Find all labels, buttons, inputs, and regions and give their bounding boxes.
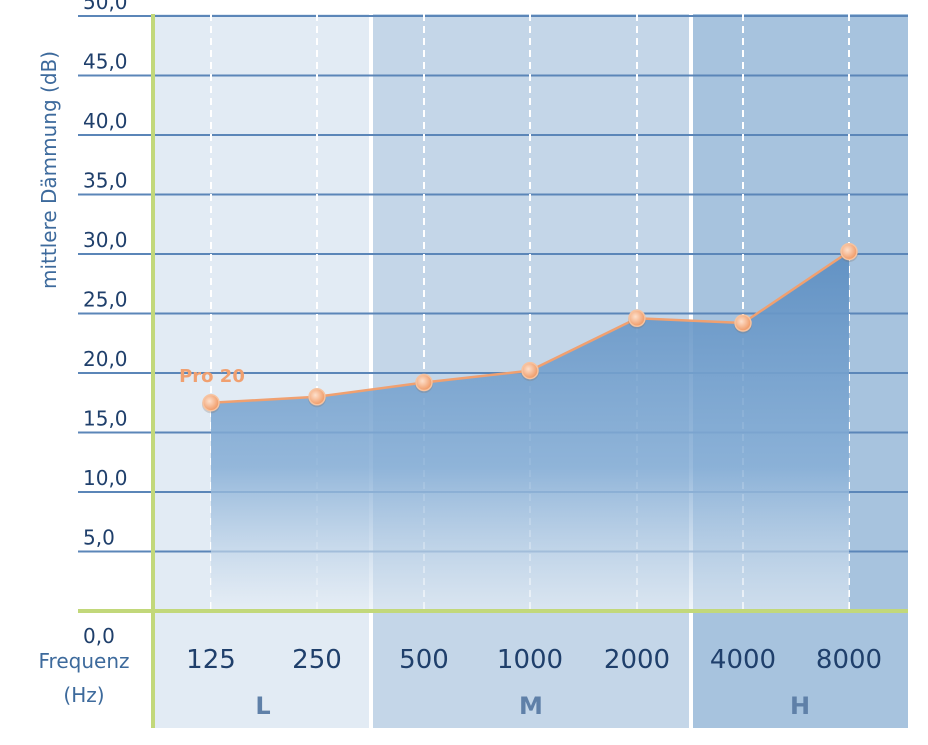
- y-tick-label: 30,0: [83, 228, 128, 252]
- x-tick-label: 4000: [710, 645, 776, 675]
- x-tick-label: 125: [186, 645, 236, 675]
- y-tick-label: 40,0: [83, 109, 128, 133]
- data-point-4000: [734, 314, 752, 332]
- y-tick-label: 45,0: [83, 50, 128, 74]
- x-axis-title-line2: (Hz): [63, 683, 104, 707]
- x-tick-label: 500: [399, 645, 449, 675]
- x-tick-label: 1000: [497, 645, 563, 675]
- series-name-label: Pro 20: [179, 366, 245, 387]
- x-tick-label: 2000: [604, 645, 670, 675]
- series-area: [211, 251, 849, 611]
- y-tick-label: 25,0: [83, 288, 128, 312]
- y-tick-label: 15,0: [83, 407, 128, 431]
- data-point-1000: [521, 361, 539, 380]
- y-tick-label: 5,0: [83, 526, 115, 550]
- series-line: [202, 242, 858, 414]
- y-axis-title: mittlere Dämmung (dB): [37, 51, 61, 289]
- band-label-L: L: [255, 692, 270, 720]
- y-tick-labels: 0,0 5,0 10,0 15,0 20,0 25,0 30,0 35,0 40,0 45,0 50…: [83, 0, 128, 648]
- x-tick-label: 8000: [816, 645, 882, 675]
- x-tick-labels: 125 250 500 1000 2000 4000 8000: [186, 645, 882, 675]
- series-name-group: Pro 20: [179, 366, 245, 387]
- y-tick-label: 0,0: [83, 624, 115, 648]
- area-fill: [211, 251, 849, 611]
- y-tick-label: 20,0: [83, 347, 128, 371]
- data-point-8000: [840, 242, 858, 261]
- y-tick-label: 10,0: [83, 466, 128, 490]
- band-label-H: H: [790, 692, 810, 720]
- x-axis-title-line1: Frequenz: [39, 649, 130, 673]
- y-tick-label: 35,0: [83, 169, 128, 193]
- y-tick-label: 50,0: [83, 0, 128, 14]
- data-point-2000: [628, 309, 646, 328]
- x-tick-label: 250: [292, 645, 342, 675]
- data-point-125: [202, 394, 220, 412]
- data-point-500: [415, 373, 433, 392]
- axes: [78, 14, 908, 728]
- band-label-M: M: [519, 692, 543, 720]
- data-point-250: [308, 388, 326, 406]
